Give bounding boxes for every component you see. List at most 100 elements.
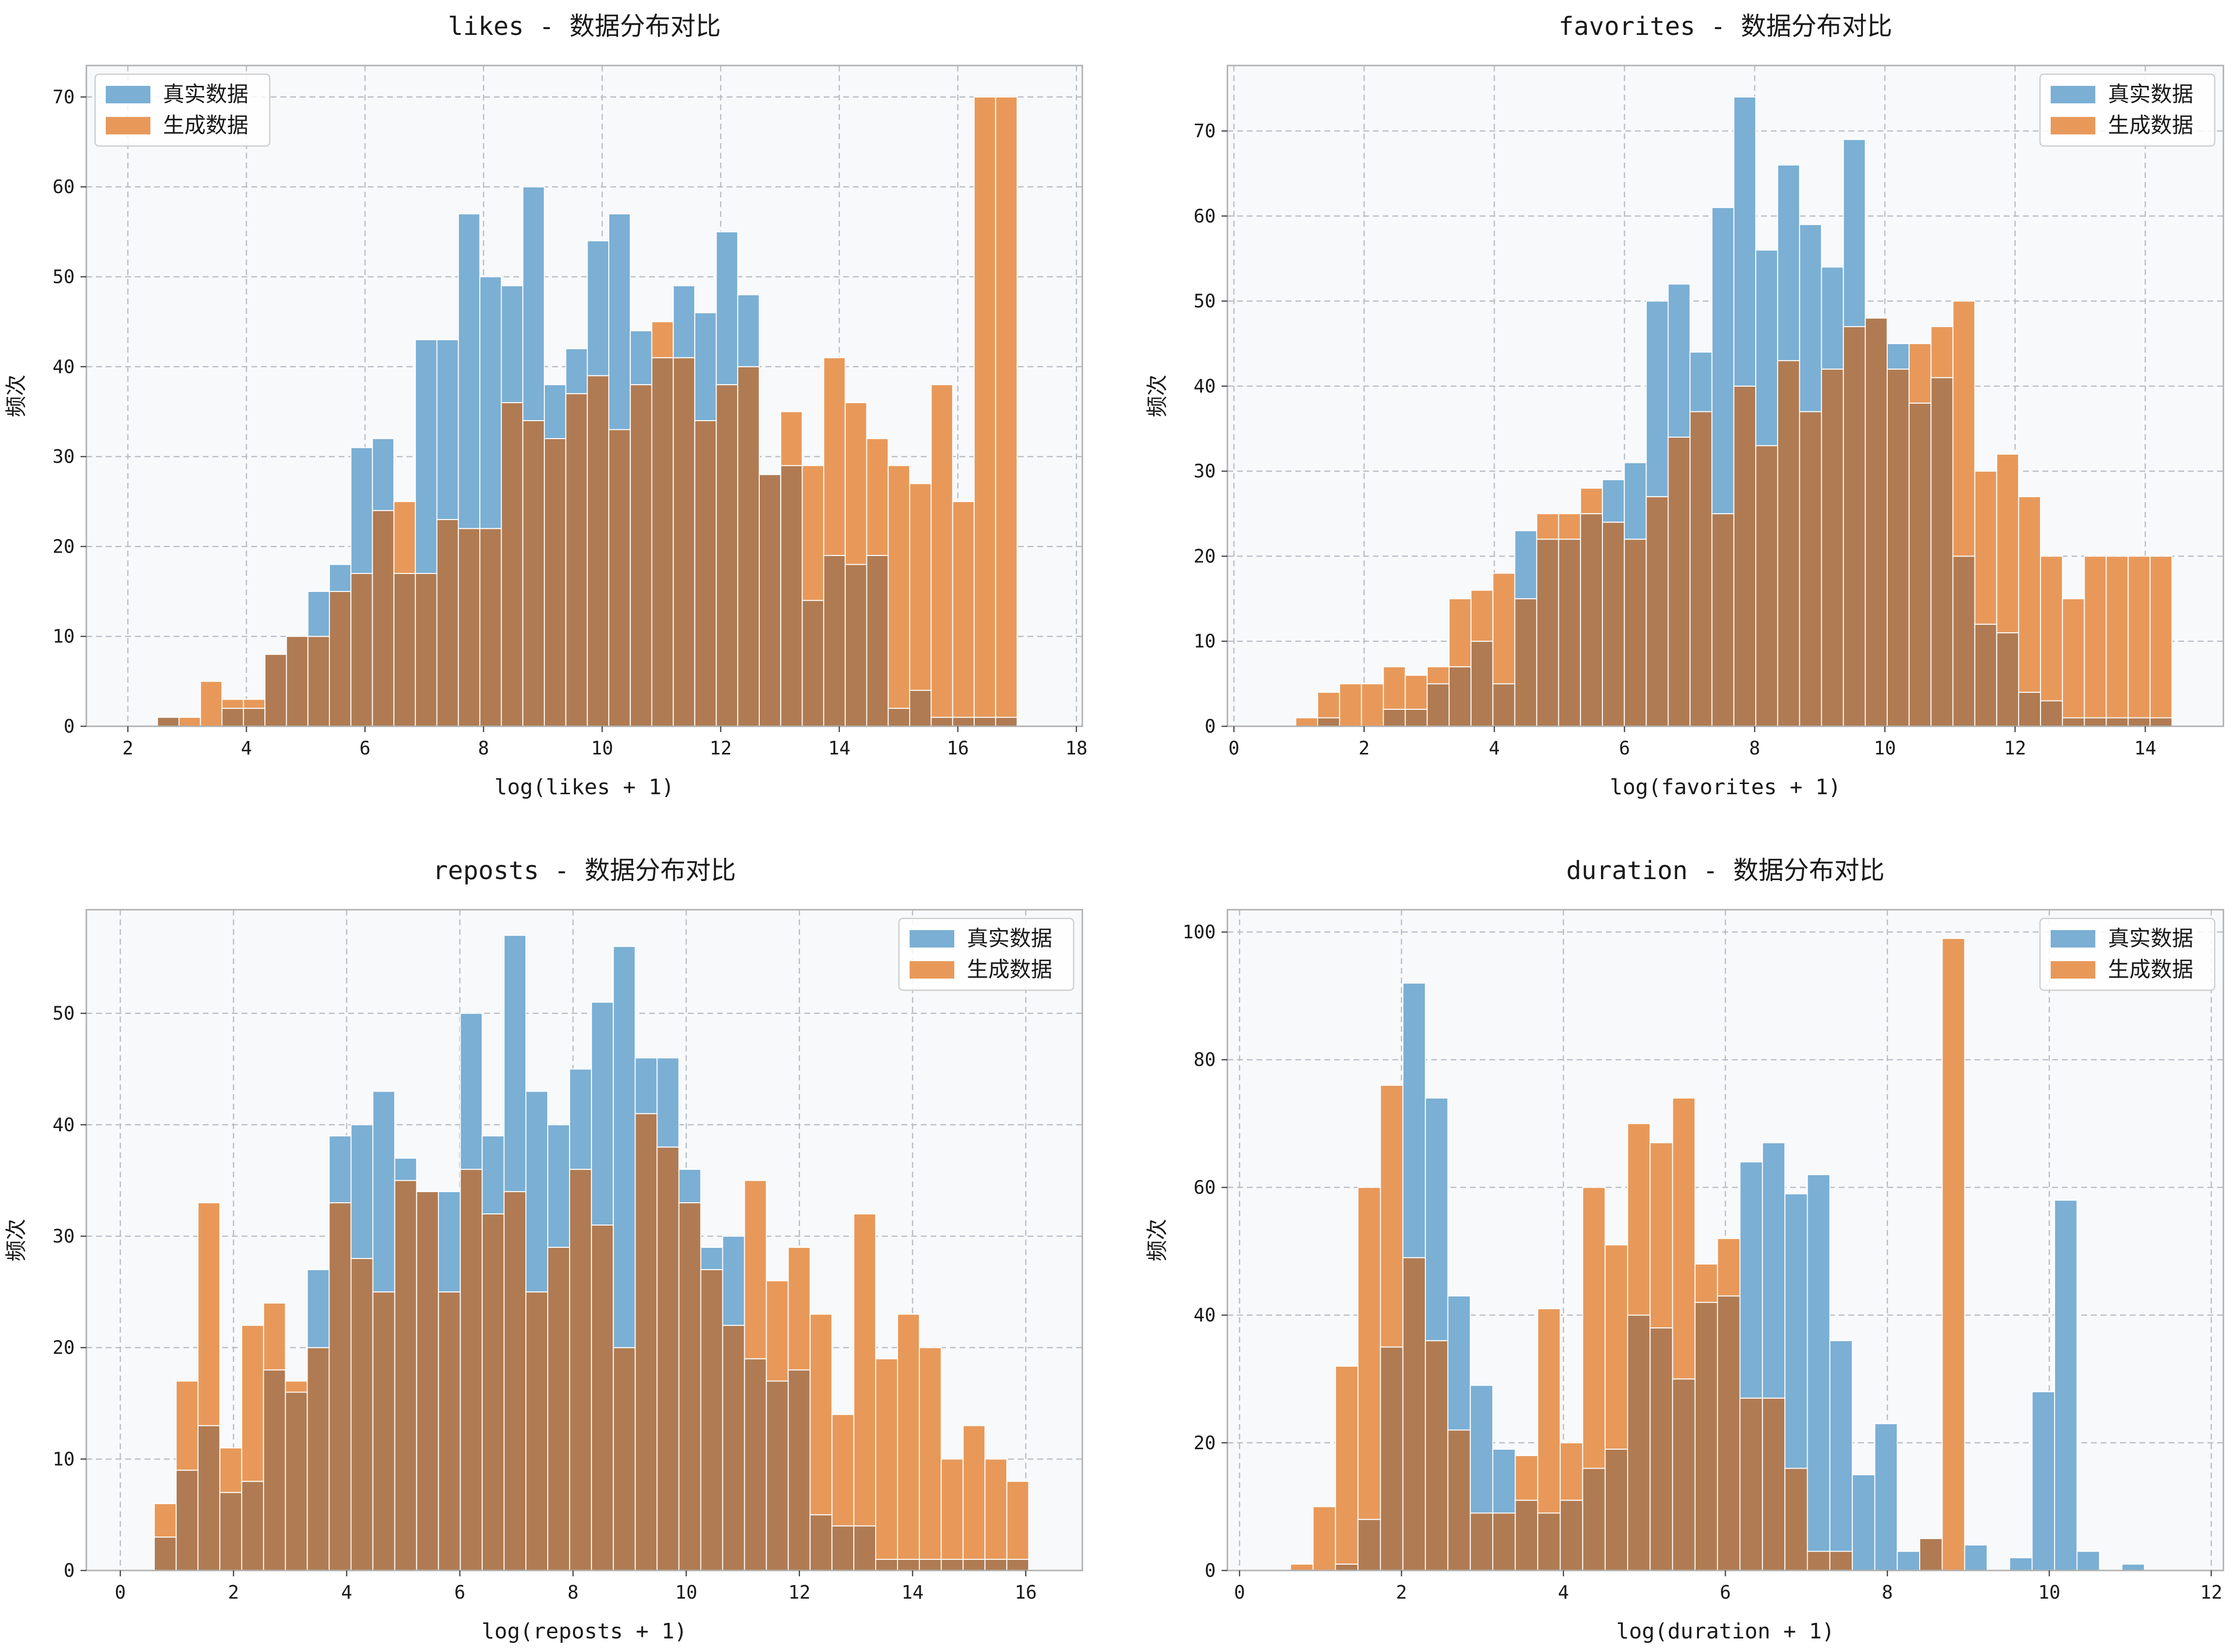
bar-real: [722, 1235, 745, 1326]
bar-generated: [1974, 471, 1997, 625]
bar-overlap: [909, 689, 932, 727]
bar-overlap: [1930, 377, 1954, 727]
bar-overlap: [372, 510, 394, 727]
x-tick-label: 0: [1228, 737, 1240, 759]
bar-real: [716, 231, 738, 385]
bar-real: [1852, 1474, 1876, 1571]
bar-generated: [1335, 1365, 1359, 1565]
y-tick-label: 0: [1205, 1560, 1216, 1581]
bar-real: [635, 1057, 658, 1114]
chart-panel-3: 0 2 4 6 8 10 12 0 20 40 60 80 100 duration - 数据分布对比 lo…: [1145, 856, 2224, 1644]
bar-generated: [853, 1213, 876, 1527]
bar-real: [737, 294, 760, 367]
bar-overlap: [823, 555, 846, 727]
y-tick-label: 20: [52, 1337, 75, 1358]
bar-generated: [973, 96, 996, 718]
x-tick-label: 4: [241, 737, 252, 759]
bar-overlap: [197, 1425, 221, 1571]
bar-real: [457, 213, 481, 529]
y-tick-label: 50: [52, 266, 75, 287]
bar-overlap: [700, 1269, 723, 1571]
bar-overlap: [328, 1202, 352, 1571]
bar-real: [372, 438, 394, 511]
bar-overlap: [393, 572, 416, 727]
bar-generated: [1672, 1097, 1696, 1380]
bar-generated: [930, 384, 953, 718]
x-axis-label: log(favorites + 1): [1610, 775, 1841, 800]
x-tick-label: 12: [710, 737, 732, 759]
bar-overlap: [394, 1180, 417, 1571]
bar-overlap: [758, 474, 782, 727]
bar-overlap: [780, 465, 803, 727]
bar-overlap: [1672, 1378, 1696, 1571]
x-axis-label: log(duration + 1): [1616, 1619, 1834, 1644]
bar-generated: [1380, 1084, 1404, 1348]
bar-real: [565, 348, 588, 394]
bar-real: [694, 312, 717, 421]
bar-real: [1492, 1448, 1516, 1514]
bar-generated: [1006, 1481, 1029, 1560]
bar-generated: [285, 1380, 308, 1393]
x-tick-label: 10: [1874, 737, 1896, 759]
bar-generated: [197, 1202, 221, 1426]
y-tick-label: 30: [52, 1226, 75, 1247]
bar-real: [1624, 462, 1647, 540]
legend-label: 真实数据: [163, 82, 248, 107]
bar-generated: [995, 96, 1018, 718]
chart-panel-1: 0 2 4 6 8 10 12 14 0 10 20 30 40 50 60 70 favorites - 数据…: [1145, 12, 2224, 800]
bar-overlap: [635, 1113, 658, 1571]
bar-overlap: [1582, 1468, 1606, 1571]
legend-label: 真实数据: [2108, 82, 2193, 107]
bar-generated: [1317, 691, 1340, 719]
bar-overlap: [547, 1246, 571, 1571]
bar-real: [525, 1091, 549, 1292]
bar-overlap: [1580, 513, 1603, 727]
bar-generated: [2084, 556, 2107, 719]
bar-generated: [875, 1358, 898, 1560]
x-tick-label: 14: [901, 1582, 924, 1603]
bar-real: [2009, 1557, 2033, 1571]
bar-generated: [801, 465, 824, 601]
x-tick-label: 2: [228, 1582, 239, 1603]
bar-generated: [744, 1180, 767, 1359]
bar-overlap: [930, 717, 953, 727]
bar-overlap: [672, 357, 696, 727]
bar-overlap: [722, 1325, 745, 1571]
bar-generated: [221, 699, 244, 709]
bar-generated: [1604, 1244, 1628, 1450]
bar-overlap: [1821, 368, 1844, 727]
bar-overlap: [1006, 1559, 1029, 1571]
x-tick-label: 2: [1358, 737, 1370, 759]
x-tick-label: 4: [1489, 737, 1500, 759]
bar-overlap: [219, 1492, 243, 1571]
bar-overlap: [941, 1559, 964, 1571]
bar-real: [1807, 1174, 1830, 1552]
bar-generated: [984, 1458, 1008, 1560]
bar-overlap: [457, 528, 481, 727]
bar-generated: [766, 1280, 789, 1382]
bar-overlap: [1733, 385, 1757, 727]
bar-overlap: [307, 1347, 330, 1571]
bar-overlap: [809, 1514, 832, 1571]
x-tick-label: 8: [1882, 1582, 1893, 1603]
bar-real: [2054, 1199, 2078, 1571]
bar-overlap: [897, 1559, 920, 1571]
bar-generated: [887, 465, 911, 709]
bar-generated: [1426, 666, 1450, 685]
bar-real: [1762, 1142, 1786, 1399]
bar-overlap: [503, 1191, 527, 1571]
bar-overlap: [1448, 666, 1472, 727]
y-tick-label: 40: [1193, 1305, 1216, 1326]
chart-title: duration - 数据分布对比: [1566, 856, 1884, 885]
x-tick-label: 0: [1234, 1582, 1245, 1603]
y-tick-label: 10: [52, 1448, 75, 1470]
bar-real: [1646, 300, 1669, 497]
bar-overlap: [875, 1559, 898, 1571]
bar-generated: [1558, 513, 1581, 540]
bar-generated: [1295, 717, 1319, 727]
legend-label: 生成数据: [2108, 113, 2193, 138]
bar-real: [613, 946, 636, 1348]
bar-real: [1402, 982, 1426, 1259]
